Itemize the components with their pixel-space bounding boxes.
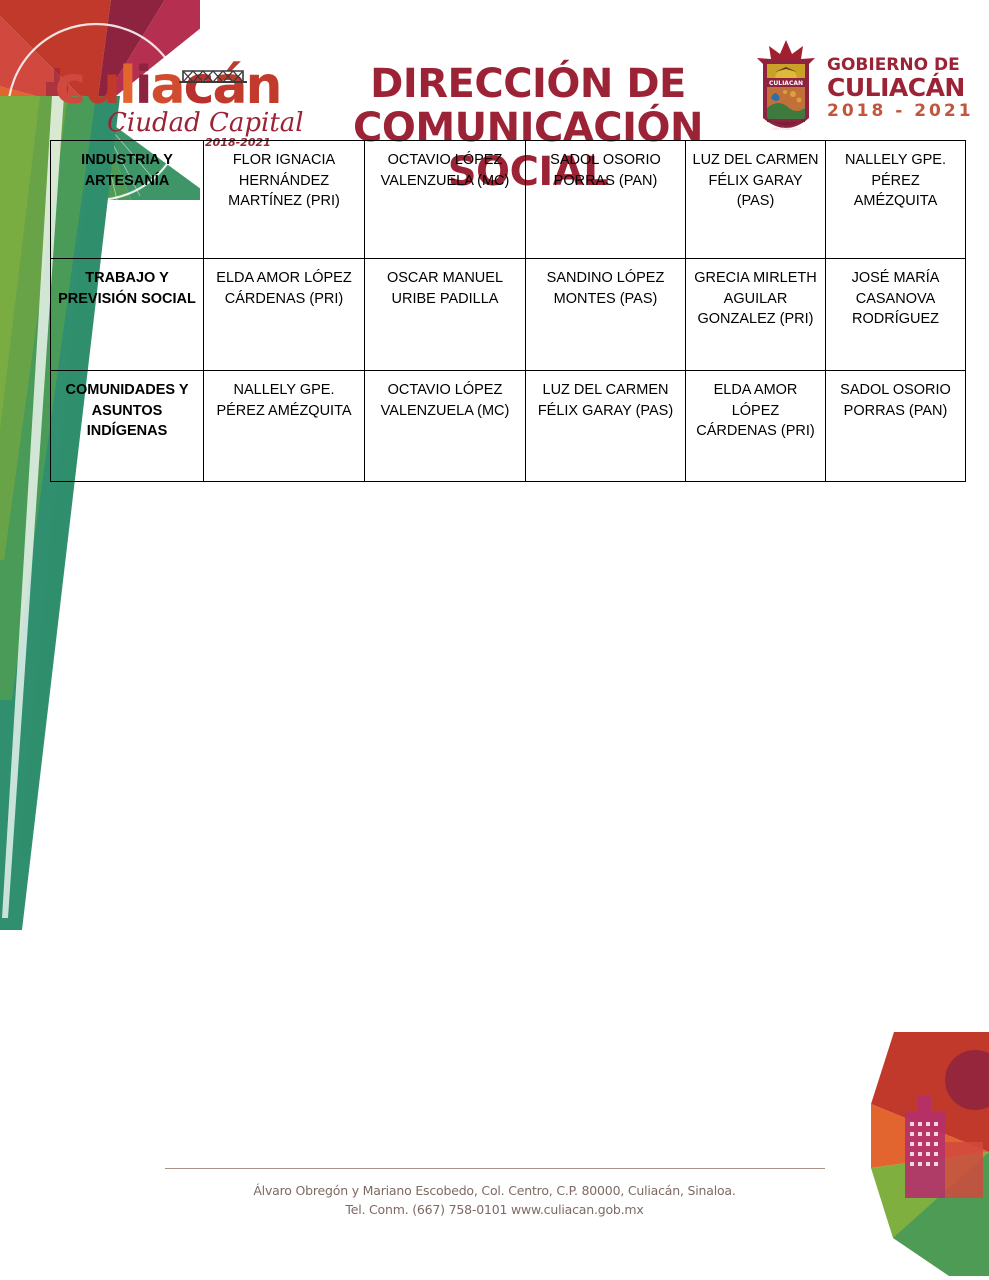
- member-cell: FLOR IGNACIA HERNÁNDEZ MARTÍNEZ (PRI): [203, 140, 365, 259]
- government-line-3: 2018 - 2021: [827, 101, 974, 121]
- member-cell: OSCAR MANUEL URIBE PADILLA: [364, 258, 526, 371]
- coat-of-arms-icon: CULIACAN SAN FRANCISCO: [757, 40, 815, 131]
- member-cell: LUZ DEL CARMEN FÉLIX GARAY (PAS): [685, 140, 826, 259]
- table-row: COMUNIDADES Y ASUNTOS INDÍGENAS NALLELY …: [50, 370, 966, 482]
- member-cell: SADOL OSORIO PORRAS (PAN): [525, 140, 686, 259]
- table-row: TRABAJO Y PREVISIÓN SOCIAL ELDA AMOR LÓP…: [50, 258, 966, 371]
- member-cell: NALLELY GPE. PÉREZ AMÉZQUITA: [825, 140, 966, 259]
- page-footer: Álvaro Obregón y Mariano Escobedo, Col. …: [0, 1168, 989, 1219]
- commissions-table: INDUSTRIA Y ARTESANÍA FLOR IGNACIA HERNÁ…: [50, 140, 966, 482]
- decorative-fan-bottomright: [871, 1032, 989, 1276]
- letterhead: culiacán Ciudad Capital 2018-2021 DIRECC…: [0, 0, 989, 194]
- member-cell: ELDA AMOR LÓPEZ CÁRDENAS (PRI): [203, 258, 365, 371]
- government-branding: CULIACAN SAN FRANCISCO GOBIERNO DE CULIA…: [755, 38, 985, 148]
- member-cell: NALLELY GPE. PÉREZ AMÉZQUITA: [203, 370, 365, 482]
- member-cell: SANDINO LÓPEZ MONTES (PAS): [525, 258, 686, 371]
- government-line-2: CULIACÁN: [827, 73, 965, 102]
- footer-divider: [164, 1168, 825, 1169]
- member-cell: OCTAVIO LÓPEZ VALENZUELA (MC): [364, 140, 526, 259]
- footer-contact: Tel. Conm. (667) 758-0101 www.culiacan.g…: [345, 1202, 644, 1217]
- member-cell: GRECIA MIRLETH AGUILAR GONZALEZ (PRI): [685, 258, 826, 371]
- table-row: INDUSTRIA Y ARTESANÍA FLOR IGNACIA HERNÁ…: [50, 140, 966, 259]
- member-cell: OCTAVIO LÓPEZ VALENZUELA (MC): [364, 370, 526, 482]
- commission-title: COMUNIDADES Y ASUNTOS INDÍGENAS: [50, 370, 204, 482]
- member-cell: ELDA AMOR LÓPEZ CÁRDENAS (PRI): [685, 370, 826, 482]
- commission-title: TRABAJO Y PREVISIÓN SOCIAL: [50, 258, 204, 371]
- logo-tagline: Ciudad Capital: [107, 108, 304, 138]
- member-cell: SADOL OSORIO PORRAS (PAN): [825, 370, 966, 482]
- svg-text:SAN FRANCISCO: SAN FRANCISCO: [771, 127, 801, 131]
- member-cell: LUZ DEL CARMEN FÉLIX GARAY (PAS): [525, 370, 686, 482]
- svg-text:CULIACAN: CULIACAN: [769, 80, 803, 87]
- culiacan-city-logo: culiacán Ciudad Capital 2018-2021: [55, 60, 305, 150]
- footer-address: Álvaro Obregón y Mariano Escobedo, Col. …: [253, 1183, 736, 1198]
- government-line-1: GOBIERNO DE: [827, 55, 960, 75]
- bridge-icon: [179, 70, 247, 83]
- commission-title: INDUSTRIA Y ARTESANÍA: [50, 140, 204, 259]
- government-text: GOBIERNO DE CULIACÁN 2018 - 2021: [827, 55, 987, 122]
- logo-wordmark: culiacán: [55, 56, 283, 116]
- member-cell: JOSÉ MARÍA CASANOVA RODRÍGUEZ: [825, 258, 966, 371]
